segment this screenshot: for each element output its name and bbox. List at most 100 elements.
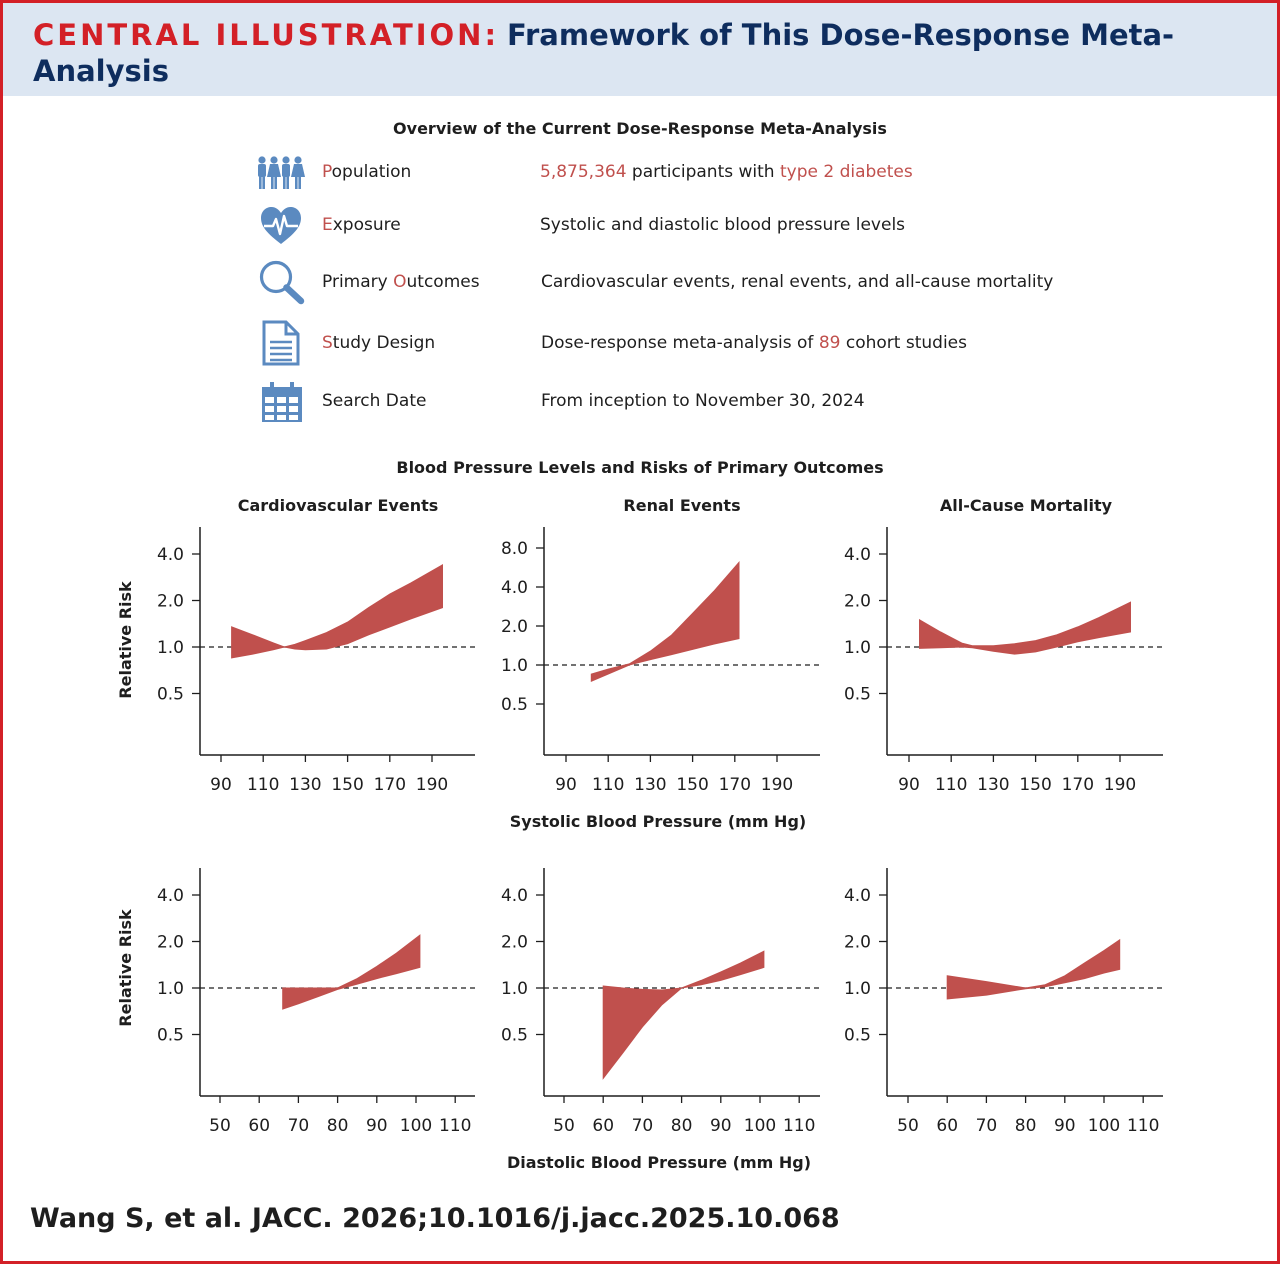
y-axis-label-top: Relative Risk xyxy=(116,581,135,699)
x-tick-label: 90 xyxy=(555,775,577,795)
x-tick-label: 190 xyxy=(1104,775,1136,795)
systolic-x-axis-label: Systolic Blood Pressure (mm Hg) xyxy=(510,812,806,831)
y-tick-label: 4.0 xyxy=(844,545,871,565)
confidence-band xyxy=(231,564,443,659)
study-design-label-initial: S xyxy=(322,333,333,353)
x-tick-label: 170 xyxy=(374,775,406,795)
x-tick-label: 90 xyxy=(366,1116,388,1136)
chart-title-renal: Renal Events xyxy=(623,496,740,515)
overview-heading: Overview of the Current Dose-Response Me… xyxy=(393,119,887,138)
y-tick-label: 0.5 xyxy=(157,1026,184,1046)
search-date-label: Search Date xyxy=(322,391,427,411)
exposure-label-rest: xposure xyxy=(332,215,401,235)
chart-sbp-renal: 8.0 4.0 2.0 1.0 0.5 90 110 130 150 170 190 xyxy=(501,527,820,795)
x-tick-label: 110 xyxy=(783,1116,815,1136)
chart-sbp-cardiovascular: 4.0 2.0 1.0 0.5 90 110 130 150 170 190 xyxy=(157,527,475,795)
people-icon xyxy=(258,156,305,189)
y-tick-label: 2.0 xyxy=(844,592,871,612)
x-tick-label: 60 xyxy=(936,1116,958,1136)
x-tick-label: 70 xyxy=(288,1116,310,1136)
x-tick-label: 110 xyxy=(1127,1116,1159,1136)
y-tick-label: 0.5 xyxy=(157,685,184,705)
y-tick-label: 4.0 xyxy=(501,886,528,906)
confidence-band xyxy=(590,560,740,682)
x-tick-label: 100 xyxy=(400,1116,432,1136)
confidence-band xyxy=(602,950,765,1080)
chart-title-cv: Cardiovascular Events xyxy=(238,496,439,515)
x-tick-label: 60 xyxy=(248,1116,270,1136)
x-tick-label: 100 xyxy=(744,1116,776,1136)
population-value: 5,875,364 participants with type 2 diabe… xyxy=(540,162,913,182)
y-tick-label: 1.0 xyxy=(157,979,184,999)
confidence-band xyxy=(919,601,1131,655)
y-tick-label: 0.5 xyxy=(844,1026,871,1046)
chart-sbp-mortality: 4.0 2.0 1.0 0.5 90 110 130 150 170 190 xyxy=(844,527,1163,795)
study-design-label-rest: tudy Design xyxy=(332,333,436,353)
search-date-value: From inception to November 30, 2024 xyxy=(541,391,865,411)
y-tick-label: 1.0 xyxy=(501,656,528,676)
chart-title-mortality: All-Cause Mortality xyxy=(940,496,1113,515)
chart-dbp-cardiovascular: 4.0 2.0 1.0 0.5 50 60 70 80 90 100 110 xyxy=(157,868,475,1136)
y-tick-label: 2.0 xyxy=(844,933,871,953)
participant-count: 5,875,364 xyxy=(540,162,627,182)
x-tick-label: 70 xyxy=(976,1116,998,1136)
x-tick-label: 80 xyxy=(1015,1116,1037,1136)
x-tick-label: 150 xyxy=(331,775,363,795)
x-tick-label: 50 xyxy=(897,1116,919,1136)
x-tick-label: 190 xyxy=(761,775,793,795)
diastolic-x-axis-label: Diastolic Blood Pressure (mm Hg) xyxy=(507,1153,811,1172)
x-tick-label: 130 xyxy=(634,775,666,795)
calendar-icon xyxy=(262,382,302,422)
x-tick-label: 150 xyxy=(676,775,708,795)
population-condition: type 2 diabetes xyxy=(779,162,913,182)
y-tick-label: 0.5 xyxy=(501,1026,528,1046)
study-count: 89 xyxy=(818,333,841,353)
x-tick-label: 70 xyxy=(632,1116,654,1136)
title-text: Framework of This Dose-Response Meta-Ana… xyxy=(33,18,1175,88)
y-tick-label: 1.0 xyxy=(157,638,184,658)
page-title: CENTRAL ILLUSTRATION: Framework of This D… xyxy=(33,17,1253,89)
heart-pulse-icon xyxy=(261,207,301,244)
chart-dbp-mortality: 4.0 2.0 1.0 0.5 50 60 70 80 90 100 110 xyxy=(844,868,1163,1136)
x-tick-label: 90 xyxy=(898,775,920,795)
x-tick-label: 190 xyxy=(416,775,448,795)
x-tick-label: 130 xyxy=(977,775,1009,795)
x-tick-label: 170 xyxy=(1062,775,1094,795)
y-tick-label: 4.0 xyxy=(501,578,528,598)
outcomes-label-prefix: Primary xyxy=(322,272,394,292)
confidence-band xyxy=(946,938,1121,1000)
y-tick-label: 4.0 xyxy=(157,886,184,906)
y-tick-label: 4.0 xyxy=(157,545,184,565)
y-tick-label: 4.0 xyxy=(844,886,871,906)
outcomes-label: Primary Outcomes xyxy=(322,272,480,292)
x-tick-label: 90 xyxy=(1054,1116,1076,1136)
x-tick-label: 80 xyxy=(327,1116,349,1136)
population-label-rest: opulation xyxy=(331,162,412,182)
confidence-band xyxy=(282,934,421,1010)
exposure-label: Exposure xyxy=(322,215,401,235)
y-tick-label: 2.0 xyxy=(157,933,184,953)
document-icon xyxy=(262,320,300,366)
header-banner: CENTRAL ILLUSTRATION: Framework of This D… xyxy=(3,3,1277,96)
y-tick-label: 0.5 xyxy=(501,695,528,715)
x-tick-label: 130 xyxy=(289,775,321,795)
x-tick-label: 110 xyxy=(935,775,967,795)
x-tick-label: 170 xyxy=(719,775,751,795)
exposure-label-initial: E xyxy=(322,215,333,235)
study-design-value: Dose-response meta-analysis of 89 cohort… xyxy=(541,333,967,353)
x-tick-label: 110 xyxy=(439,1116,471,1136)
study-design-value-start: Dose-response meta-analysis of xyxy=(541,333,819,353)
y-tick-label: 2.0 xyxy=(501,617,528,637)
x-tick-label: 110 xyxy=(247,775,279,795)
chart-dbp-renal: 4.0 2.0 1.0 0.5 50 60 70 80 90 100 110 xyxy=(501,868,820,1136)
y-tick-label: 8.0 xyxy=(501,539,528,559)
y-tick-label: 1.0 xyxy=(844,638,871,658)
population-label: Population xyxy=(322,162,411,182)
y-tick-label: 2.0 xyxy=(157,592,184,612)
charts-heading: Blood Pressure Levels and Risks of Prima… xyxy=(396,458,884,477)
outcomes-value: Cardiovascular events, renal events, and… xyxy=(541,272,1054,292)
outcomes-label-rest: utcomes xyxy=(406,272,480,292)
x-tick-label: 150 xyxy=(1019,775,1051,795)
population-value-middle: participants with xyxy=(626,162,780,182)
